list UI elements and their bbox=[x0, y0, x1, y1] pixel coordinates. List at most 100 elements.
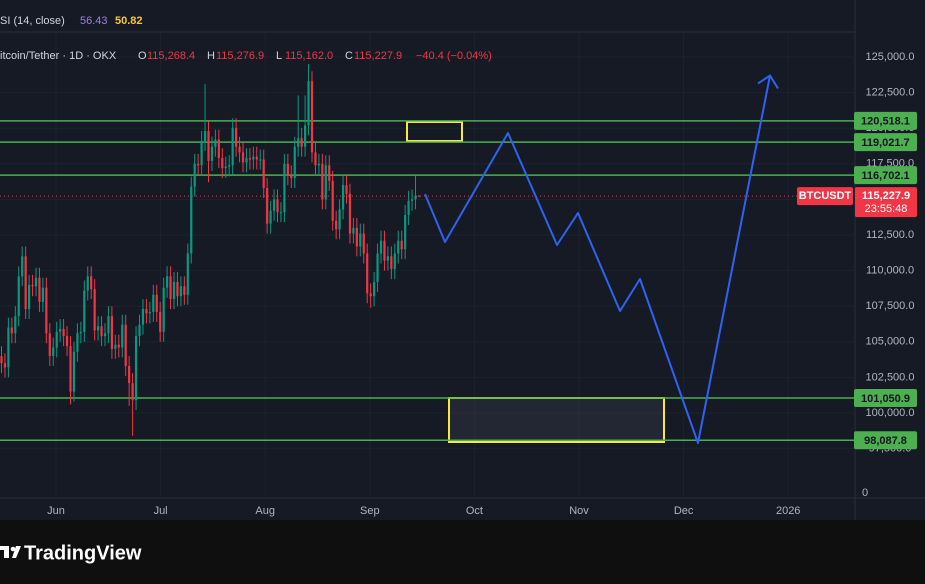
candle-body bbox=[110, 316, 113, 349]
price-tag bbox=[855, 187, 917, 218]
symbol-label: BTCUSDT bbox=[799, 190, 852, 202]
candle-body bbox=[390, 256, 393, 270]
candle-body bbox=[335, 220, 338, 230]
x-tick-label: 2026 bbox=[776, 505, 800, 517]
candle-body bbox=[21, 256, 24, 277]
candle-body bbox=[72, 351, 76, 392]
candle-body bbox=[141, 309, 145, 325]
candle-body bbox=[400, 240, 403, 250]
candle-body bbox=[386, 256, 389, 261]
price-label: 115,227.9 bbox=[862, 190, 910, 202]
candle-body bbox=[348, 193, 352, 234]
candle-body bbox=[245, 158, 248, 163]
candle-body bbox=[183, 286, 186, 295]
candle-body bbox=[290, 175, 293, 179]
candle-body bbox=[338, 209, 341, 230]
candle-body bbox=[279, 212, 283, 214]
candle-body bbox=[107, 316, 110, 334]
candle-body bbox=[207, 131, 210, 161]
brand-logo bbox=[0, 546, 21, 558]
candle-body bbox=[69, 346, 72, 392]
candle-body bbox=[248, 158, 251, 160]
candle-body bbox=[210, 146, 214, 161]
candle-body bbox=[262, 159, 265, 189]
candle-body bbox=[286, 163, 289, 176]
y-tick-label: 107,500.0 bbox=[866, 300, 915, 312]
candle-body bbox=[404, 215, 407, 250]
candle-body bbox=[362, 233, 365, 254]
candle-body bbox=[55, 331, 58, 348]
candle-body bbox=[172, 281, 176, 300]
candle-body bbox=[100, 326, 103, 337]
y-tick-label: 122,500.0 bbox=[866, 87, 915, 99]
candle-body bbox=[90, 276, 93, 290]
candle-body bbox=[414, 195, 417, 200]
candle-body bbox=[228, 165, 231, 167]
candle-body bbox=[266, 188, 269, 224]
candle-body bbox=[76, 333, 79, 352]
level-label: 119,021.7 bbox=[861, 137, 909, 149]
ohlc-key: O bbox=[138, 50, 147, 62]
candle-body bbox=[169, 276, 172, 300]
candle-body bbox=[307, 81, 310, 126]
candle-body bbox=[345, 185, 348, 194]
x-tick-label: Jun bbox=[47, 505, 65, 517]
y-tick-label: 112,500.0 bbox=[866, 229, 914, 241]
candle-body bbox=[190, 186, 193, 254]
x-tick-label: Aug bbox=[255, 505, 275, 517]
x-tick-label: Nov bbox=[569, 505, 589, 517]
level-tag bbox=[854, 111, 917, 130]
candle-body bbox=[197, 163, 200, 166]
candle-body bbox=[293, 146, 296, 179]
candle-body bbox=[410, 199, 414, 201]
level-label: 98,087.8 bbox=[864, 435, 907, 447]
candle-body bbox=[221, 158, 224, 169]
chart-background bbox=[0, 0, 925, 520]
y-tick-label: 100,000.0 bbox=[866, 407, 915, 419]
level-tag bbox=[854, 389, 917, 408]
candle-body bbox=[62, 328, 65, 337]
level-tag bbox=[854, 431, 917, 450]
symbol: itcoin/Tether · 1D · OKX bbox=[0, 50, 117, 62]
candle-body bbox=[79, 331, 82, 334]
candle-body bbox=[45, 287, 48, 334]
candle-body bbox=[193, 163, 196, 187]
candle-body bbox=[203, 131, 207, 142]
candle-body bbox=[3, 363, 7, 368]
rsi-value: 50.82 bbox=[115, 15, 143, 27]
candle-body bbox=[7, 327, 10, 368]
candle-body bbox=[224, 166, 227, 169]
candle-body bbox=[83, 290, 86, 332]
candle-body bbox=[148, 311, 151, 314]
candle-body bbox=[186, 253, 189, 295]
level-tag bbox=[854, 166, 917, 185]
candle-body bbox=[231, 128, 234, 166]
candle-body bbox=[152, 294, 155, 312]
x-tick-label: Sep bbox=[360, 505, 380, 517]
x-tick-label: Dec bbox=[674, 505, 694, 517]
candle-body bbox=[276, 199, 279, 213]
candle-body bbox=[417, 195, 421, 197]
candle-body bbox=[124, 324, 127, 367]
candle-body bbox=[255, 156, 258, 160]
candle-body bbox=[324, 165, 327, 200]
footer bbox=[0, 520, 925, 584]
candle-body bbox=[134, 336, 138, 401]
candle-body bbox=[341, 185, 345, 210]
candle-body bbox=[166, 276, 169, 288]
candle-body bbox=[283, 163, 286, 213]
level-label: 120,518.1 bbox=[861, 116, 910, 128]
candle-body bbox=[352, 227, 355, 234]
change: −40.4 (−0.04%) bbox=[416, 50, 492, 62]
ohlc-value: 115,276.9 bbox=[216, 50, 264, 62]
indicator-name: SI (14, close) bbox=[0, 15, 65, 27]
zone bbox=[406, 121, 463, 143]
candle-body bbox=[297, 138, 300, 147]
candle-body bbox=[103, 333, 107, 337]
zone bbox=[448, 397, 665, 444]
candle-body bbox=[48, 333, 51, 357]
ohlc-key: H bbox=[207, 50, 215, 62]
candle-body bbox=[304, 125, 307, 147]
candle-body bbox=[393, 253, 396, 270]
